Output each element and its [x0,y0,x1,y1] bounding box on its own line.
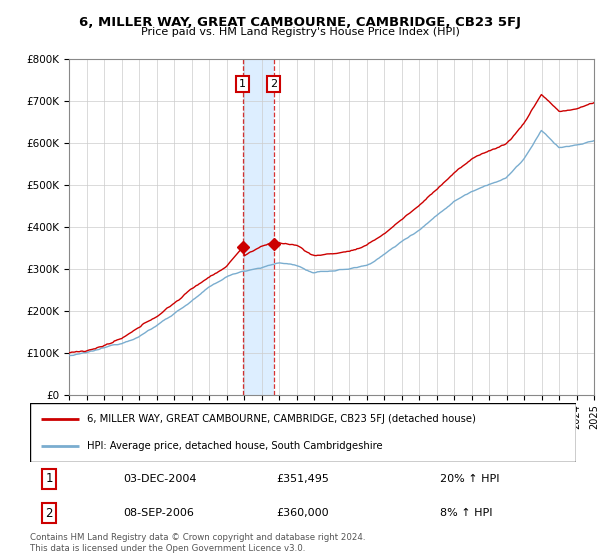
Text: 03-DEC-2004: 03-DEC-2004 [123,474,196,484]
Text: HPI: Average price, detached house, South Cambridgeshire: HPI: Average price, detached house, Sout… [88,441,383,451]
Text: 1: 1 [46,473,53,486]
Text: 1: 1 [239,79,246,89]
Text: 08-SEP-2006: 08-SEP-2006 [123,508,194,518]
Text: 20% ↑ HPI: 20% ↑ HPI [439,474,499,484]
Text: 8% ↑ HPI: 8% ↑ HPI [439,508,492,518]
Text: 6, MILLER WAY, GREAT CAMBOURNE, CAMBRIDGE, CB23 5FJ (detached house): 6, MILLER WAY, GREAT CAMBOURNE, CAMBRIDG… [88,414,476,424]
Text: 2: 2 [46,507,53,520]
Text: Price paid vs. HM Land Registry's House Price Index (HPI): Price paid vs. HM Land Registry's House … [140,27,460,37]
Bar [242,59,274,395]
Text: 6, MILLER WAY, GREAT CAMBOURNE, CAMBRIDGE, CB23 5FJ: 6, MILLER WAY, GREAT CAMBOURNE, CAMBRIDG… [79,16,521,29]
Text: 2: 2 [270,79,277,89]
Text: £360,000: £360,000 [277,508,329,518]
Text: Contains HM Land Registry data © Crown copyright and database right 2024.
This d: Contains HM Land Registry data © Crown c… [30,533,365,553]
Text: £351,495: £351,495 [277,474,329,484]
